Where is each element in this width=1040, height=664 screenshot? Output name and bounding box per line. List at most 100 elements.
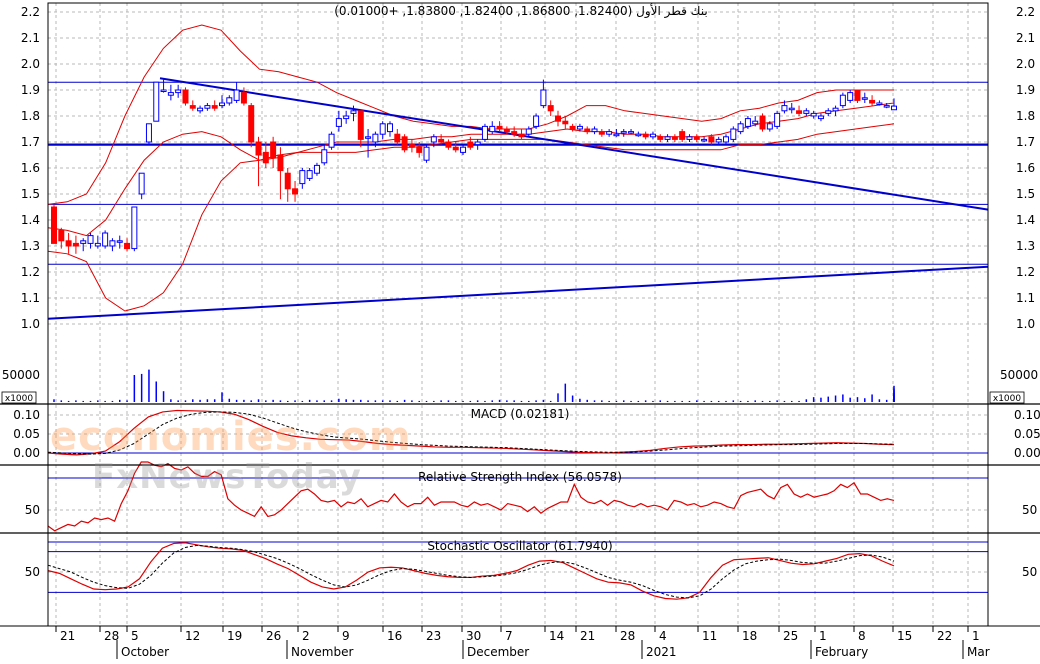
candle-body [204, 105, 211, 109]
candle-body [72, 242, 79, 247]
x-tick-label: 28 [104, 629, 119, 643]
trendline-down [159, 77, 989, 211]
candle-body [182, 89, 189, 104]
candle-body [489, 125, 496, 133]
y-tick-label-left: 1.4 [21, 213, 40, 227]
volume-tick-right: 50000 [1000, 368, 1038, 382]
candle-body [80, 240, 87, 244]
x-tick-label: 2 [302, 629, 310, 643]
candle-body [730, 128, 737, 140]
candle-body [686, 136, 693, 140]
candle-body [832, 107, 839, 112]
macd-tick-left: 0.05 [13, 427, 40, 441]
candle-body [175, 89, 182, 94]
x-tick-label: 9 [342, 629, 350, 643]
candle-body [649, 133, 656, 138]
candle-body [255, 141, 262, 156]
y-tick-label-right: 1.8 [1016, 109, 1035, 123]
candle-body [357, 110, 364, 140]
candle-body [416, 146, 423, 153]
candle-body [365, 136, 372, 139]
x-tick-label: 8 [858, 629, 866, 643]
units-label-right: x1000 [993, 394, 1022, 404]
candle-body [555, 115, 561, 122]
candle-body [503, 128, 510, 133]
candle-body [759, 115, 766, 130]
candle-body [664, 136, 671, 140]
candle-body [197, 107, 204, 112]
candle-body [408, 144, 415, 148]
y-tick-label-left: 1.7 [21, 135, 40, 149]
candle-body [379, 123, 386, 135]
candle-body [781, 105, 788, 112]
x-tick-label: 1 [972, 629, 980, 643]
candle-body [401, 136, 408, 151]
x-month-label: February [815, 645, 868, 659]
candle-body [394, 133, 401, 143]
candle-body [562, 120, 569, 125]
candle-body [321, 149, 328, 164]
candle-body [671, 136, 678, 140]
bollinger-middle [47, 102, 895, 237]
candle-body [270, 141, 277, 159]
candle-body [248, 105, 255, 143]
x-tick-label: 15 [897, 629, 912, 643]
candle-body [145, 123, 152, 143]
candle-body [445, 141, 452, 148]
candle-body [752, 120, 759, 125]
x-month-label: Mar [967, 645, 990, 659]
candle-body [620, 131, 627, 134]
candle-body [423, 146, 430, 161]
y-tick-label-left: 1.5 [21, 187, 40, 201]
candle-body [708, 136, 715, 143]
candle-body [883, 105, 890, 108]
candle-body [335, 118, 342, 127]
x-month-label: October [121, 645, 169, 659]
volume-tick-left: 50000 [2, 368, 40, 382]
x-tick-label: 30 [466, 629, 481, 643]
x-tick-label: 1 [819, 629, 827, 643]
x-tick-label: 21 [580, 629, 595, 643]
candle-body [51, 206, 57, 244]
stoch-title: Stochastic Oscillator (61.7940) [427, 539, 612, 553]
y-tick-label-right: 1.2 [1016, 265, 1035, 279]
bollinger-lower [47, 123, 895, 312]
candle-body [109, 240, 116, 247]
candle-body [854, 89, 861, 101]
candle-body [211, 105, 218, 109]
candle-body [167, 92, 174, 96]
candle-body [788, 107, 795, 111]
y-tick-label-right: 1.6 [1016, 161, 1035, 175]
macd-tick-right: 0.10 [1014, 408, 1040, 422]
candle-body [525, 128, 532, 135]
candle-body [189, 105, 196, 109]
x-tick-label: 12 [185, 629, 200, 643]
x-month-label: November [291, 645, 353, 659]
x-tick-label: 14 [549, 629, 564, 643]
candle-body [876, 102, 883, 105]
candle-body [124, 242, 131, 250]
y-tick-label-left: 1.3 [21, 239, 40, 253]
macd-tick-right: 0.00 [1014, 446, 1040, 460]
candle-body [744, 118, 751, 127]
candle-body [94, 242, 101, 247]
candle-body [219, 102, 225, 107]
y-tick-label-left: 2.2 [21, 5, 40, 19]
stoch-tick-right: 50 [1022, 565, 1037, 579]
x-tick-label: 16 [387, 629, 402, 643]
macd-signal-line [47, 411, 895, 455]
candle-body [277, 154, 284, 172]
trendline-up [47, 265, 989, 320]
chart-title: بنك قطر الأول (1.82400, 1.86800, 1.82400… [334, 3, 708, 19]
x-tick-label: 25 [783, 629, 798, 643]
candle-body [328, 133, 335, 148]
candle-body [569, 125, 576, 130]
candle-body [642, 133, 649, 138]
macd-tick-right: 0.05 [1014, 427, 1040, 441]
candle-body [518, 133, 525, 138]
candle-body [796, 110, 803, 114]
candle-body [701, 138, 708, 142]
candle-body [87, 235, 94, 244]
